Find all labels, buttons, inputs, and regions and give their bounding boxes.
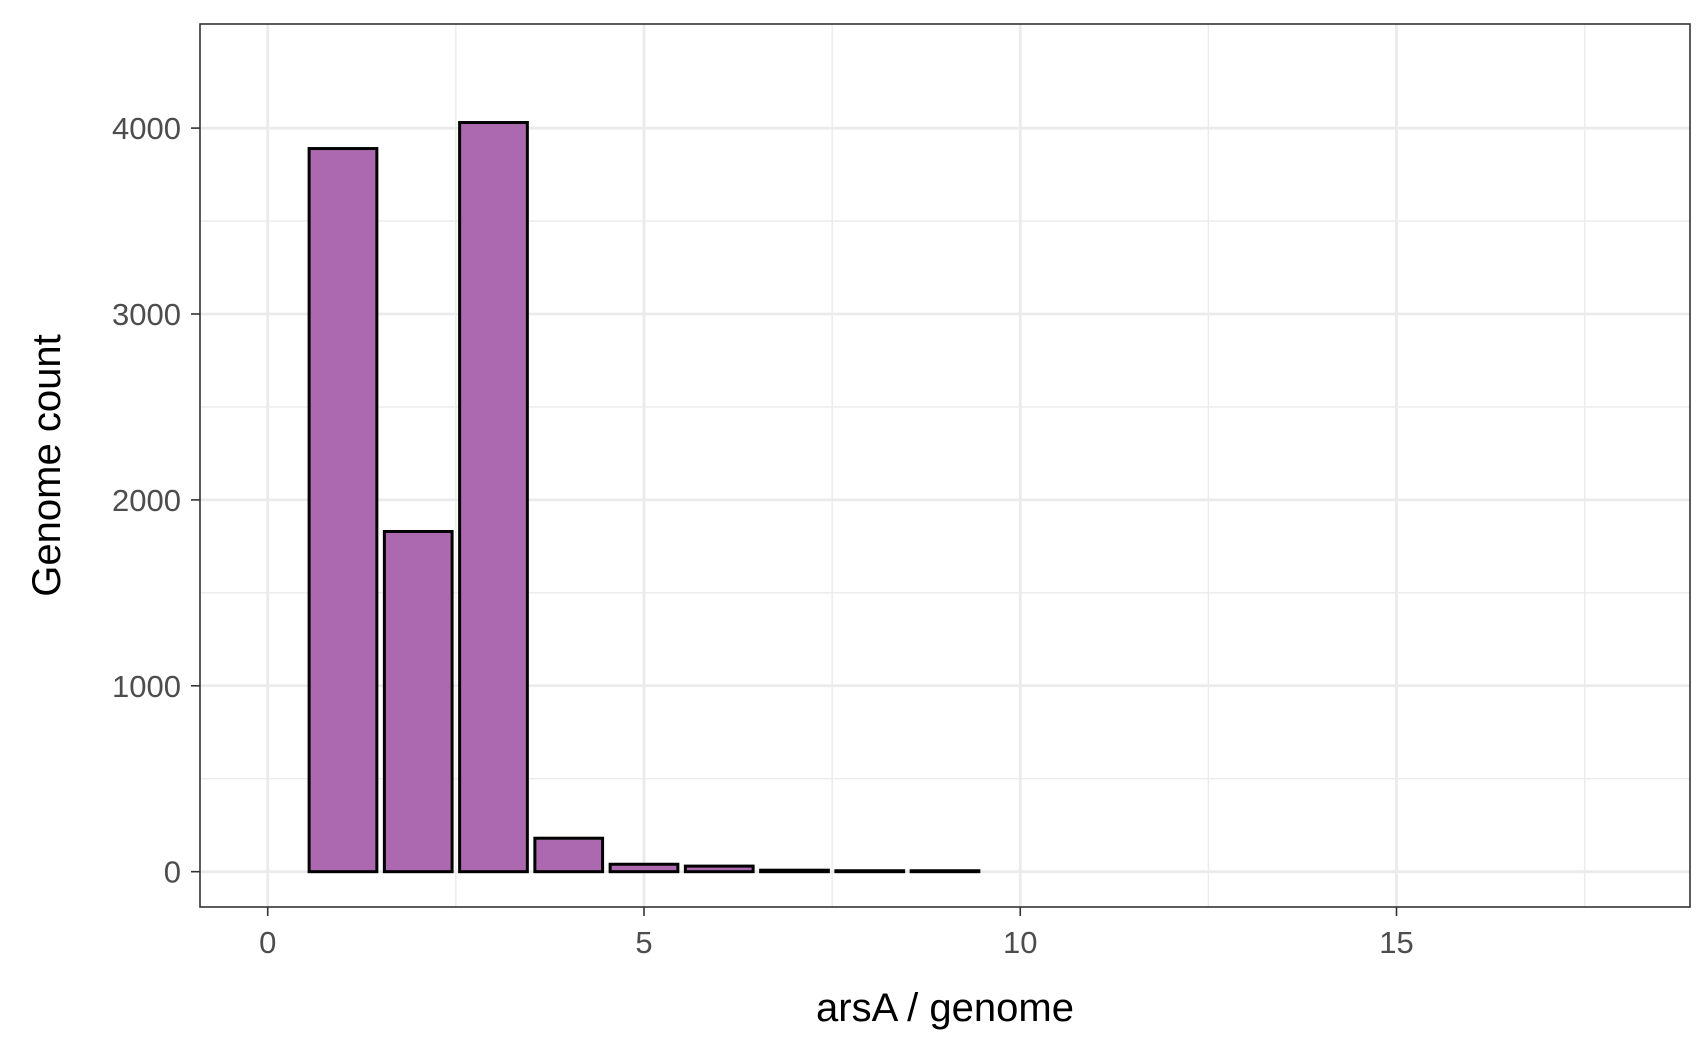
bar bbox=[307, 147, 379, 874]
panel-border bbox=[199, 23, 1691, 908]
x-tick-label: 15 bbox=[1379, 925, 1413, 960]
bar bbox=[683, 864, 755, 874]
bar bbox=[909, 869, 981, 874]
bar bbox=[759, 868, 830, 874]
bars bbox=[307, 121, 981, 874]
x-tick-label: 0 bbox=[259, 925, 276, 960]
bar bbox=[458, 121, 529, 874]
x-tick-label: 5 bbox=[635, 925, 652, 960]
y-axis-title: Genome count bbox=[25, 334, 69, 596]
bar bbox=[834, 869, 906, 874]
bar bbox=[608, 862, 680, 874]
y-tick-label: 1000 bbox=[112, 669, 181, 704]
bar bbox=[533, 836, 605, 874]
y-tick-label: 4000 bbox=[112, 111, 181, 146]
x-axis-title: arsA / genome bbox=[816, 986, 1074, 1030]
y-tick-label: 3000 bbox=[112, 297, 181, 332]
y-tick-label: 2000 bbox=[112, 483, 181, 518]
x-axis-ticks: 0 5 10 15 bbox=[259, 907, 1414, 960]
bar bbox=[382, 529, 454, 874]
y-tick-label: 0 bbox=[164, 855, 181, 890]
x-tick-label: 10 bbox=[1003, 925, 1037, 960]
y-axis-ticks: 0 1000 2000 3000 4000 bbox=[112, 111, 200, 890]
